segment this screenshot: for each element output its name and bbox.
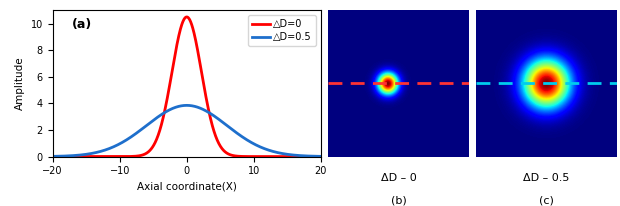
- △D=0: [183, 16, 190, 18]
- Text: ΔD – 0.5: ΔD – 0.5: [523, 173, 570, 183]
- △D=0.5: [157, 114, 165, 116]
- △D=0.5: [49, 155, 56, 158]
- △D=0: [233, 155, 241, 157]
- Line: △D=0: △D=0: [53, 17, 321, 157]
- △D=0: [76, 155, 84, 158]
- Line: △D=0.5: △D=0.5: [53, 105, 321, 156]
- Text: (c): (c): [539, 196, 554, 206]
- △D=0: [263, 155, 270, 158]
- △D=0.5: [259, 146, 266, 149]
- Text: (a): (a): [71, 18, 92, 31]
- X-axis label: Axial coordinate(X): Axial coordinate(X): [137, 182, 237, 192]
- Y-axis label: Amplitude: Amplitude: [15, 57, 25, 110]
- △D=0.5: [167, 108, 174, 110]
- △D=0.5: [233, 132, 241, 134]
- Legend: △D=0, △D=0.5: △D=0, △D=0.5: [248, 15, 316, 46]
- Text: (b): (b): [391, 196, 406, 206]
- △D=0.5: [317, 155, 324, 158]
- Text: ΔD – 0: ΔD – 0: [381, 173, 417, 183]
- △D=0: [317, 155, 324, 158]
- △D=0.5: [183, 104, 190, 107]
- △D=0: [259, 155, 266, 158]
- △D=0.5: [76, 154, 84, 156]
- △D=0: [167, 78, 174, 80]
- △D=0: [49, 155, 56, 158]
- △D=0: [157, 124, 165, 127]
- △D=0.5: [263, 148, 270, 151]
